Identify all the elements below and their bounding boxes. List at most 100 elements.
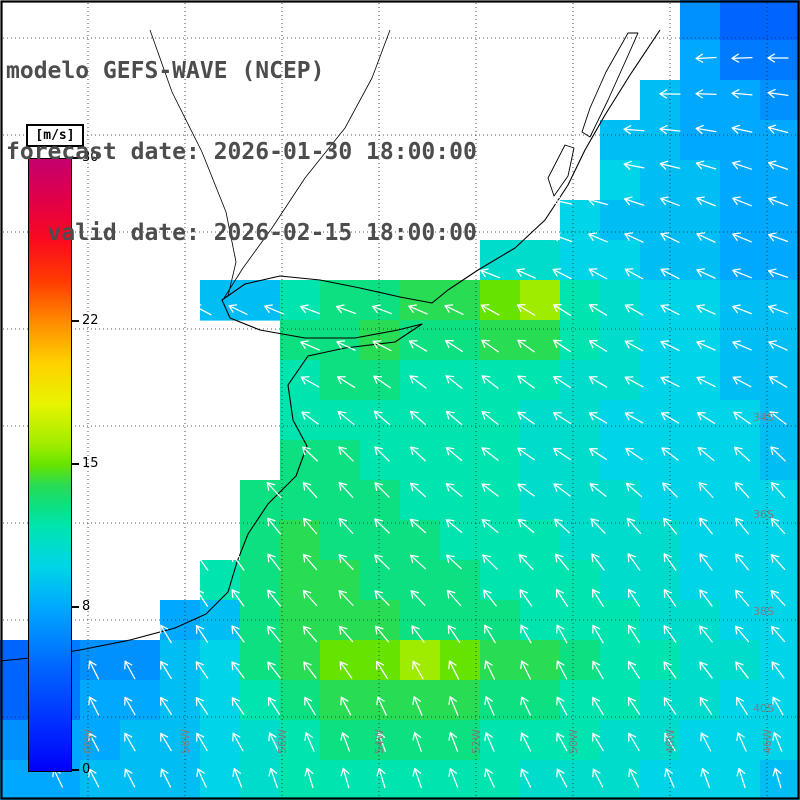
wind-arrow (696, 304, 716, 315)
wind-arrow (267, 517, 281, 535)
wind-arrow (373, 410, 391, 426)
river-line-2 (149, 29, 237, 297)
colorbar-tick-label: 8 (82, 598, 91, 614)
lon-label: 50W (567, 729, 580, 754)
wind-arrow (767, 232, 789, 243)
wind-arrow (551, 196, 573, 206)
wind-arrow (520, 768, 532, 788)
wind-arrow (663, 553, 677, 571)
wind-arrow (770, 517, 786, 535)
wind-arrow (660, 304, 680, 316)
wind-arrow (695, 160, 717, 170)
wind-arrow (412, 696, 423, 716)
wind-arrow (304, 767, 314, 789)
wind-arrow (664, 768, 675, 788)
wind-arrow (124, 696, 136, 716)
colorbar-tick-label: 22 (82, 313, 99, 329)
wind-arrow (551, 232, 573, 243)
wind-arrow (88, 660, 100, 680)
wind-arrow (412, 660, 424, 680)
wind-arrow (695, 124, 717, 135)
wind-arrow (699, 553, 713, 571)
wind-arrow (592, 768, 604, 788)
lat-label: 34S (753, 411, 774, 424)
wind-arrow (627, 588, 641, 608)
wind-arrow (480, 268, 500, 279)
wind-arrow (410, 590, 426, 606)
wind-arrow (376, 731, 386, 753)
wind-arrow (267, 661, 281, 679)
wind-arrow (160, 768, 172, 788)
wind-arrow (735, 517, 749, 535)
colorbar-tick-label: 0 (82, 762, 91, 777)
wind-arrow (556, 660, 568, 680)
wind-arrow (624, 268, 644, 280)
wind-arrow (734, 625, 750, 643)
wind-arrow (767, 160, 789, 170)
wind-arrow (231, 553, 245, 571)
wind-arrow (304, 732, 315, 752)
wind-arrow (588, 232, 608, 243)
wind-arrow (337, 411, 355, 425)
wind-arrow (520, 732, 532, 752)
wind-arrow (446, 554, 462, 570)
wind-arrow (160, 624, 172, 644)
wind-arrow (231, 697, 245, 715)
lon-label: 54W (373, 729, 386, 754)
wind-arrow (484, 696, 495, 716)
wind-arrow (736, 732, 747, 752)
wind-arrow (696, 232, 716, 243)
wind-arrow (698, 482, 714, 498)
wind-arrow (736, 767, 746, 789)
wind-arrow (732, 376, 752, 388)
wind-arrow (160, 660, 172, 680)
wind-arrow (625, 482, 643, 498)
wind-arrow (554, 553, 570, 571)
wind-arrow (628, 768, 639, 788)
wind-arrow (445, 410, 463, 426)
wind-arrow (481, 483, 499, 497)
wind-arrow (699, 517, 713, 535)
wind-arrow (696, 412, 716, 424)
wind-arrow (338, 482, 354, 498)
wind-arrow (731, 53, 753, 63)
wind-arrow (336, 376, 356, 388)
wind-arrow (445, 483, 463, 497)
wind-arrow (734, 589, 750, 607)
wind-arrow (624, 232, 644, 243)
valid-date-line: valid date: 2026-02-15 18:00:00 (47, 220, 477, 246)
wind-arrow (267, 696, 281, 716)
wind-arrow (374, 518, 390, 534)
wind-arrow (771, 661, 785, 679)
wind-arrow (519, 589, 533, 607)
wind-arrow (196, 732, 208, 752)
wind-arrow (767, 53, 789, 63)
wind-arrow (516, 304, 536, 316)
wind-arrow (767, 304, 789, 315)
wind-arrow (624, 376, 644, 388)
wind-arrow (770, 590, 786, 606)
wind-arrow (376, 696, 387, 716)
wind-arrow (592, 696, 604, 716)
wind-arrow (338, 625, 354, 643)
wind-arrow (589, 483, 607, 497)
wind-arrow (268, 732, 280, 752)
lagoon-mirim-outline (547, 144, 575, 197)
wind-arrow (374, 446, 390, 462)
wind-arrow (767, 268, 789, 278)
wind-arrow (231, 661, 245, 679)
model-title: modelo GEFS-WAVE (NCEP) (6, 58, 325, 84)
wind-arrow (552, 411, 572, 425)
wind-arrow (264, 304, 284, 315)
wind-arrow (768, 196, 788, 207)
wind-arrow (232, 768, 243, 788)
wind-arrow (375, 625, 389, 643)
wind-arrow (520, 660, 532, 680)
wind-arrow (267, 589, 281, 607)
wind-arrow (588, 268, 608, 280)
wind-arrow (731, 160, 753, 170)
wind-arrow (517, 447, 535, 461)
lon-label: 56W (276, 729, 289, 754)
